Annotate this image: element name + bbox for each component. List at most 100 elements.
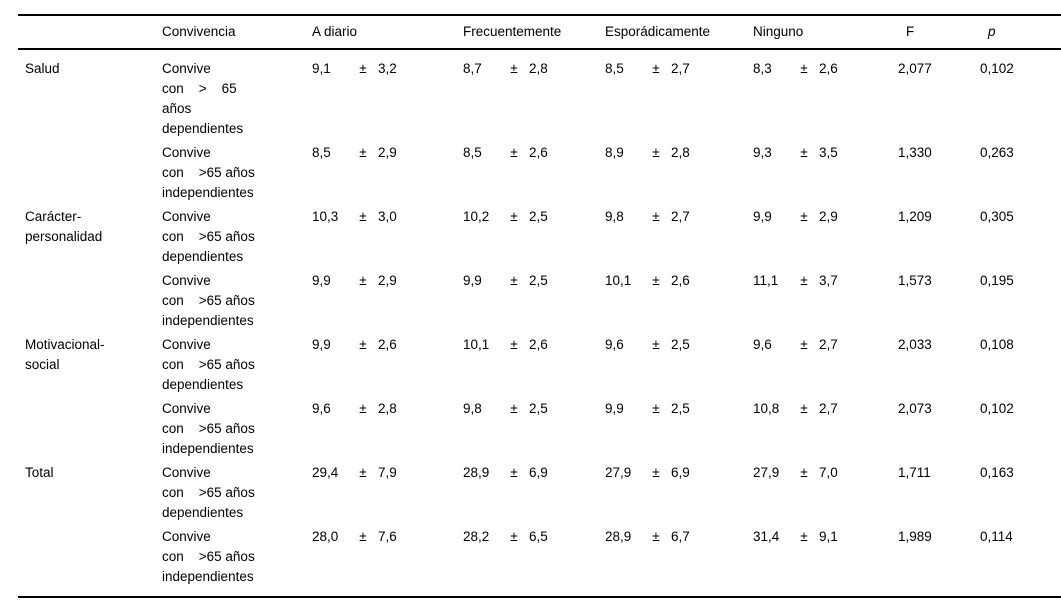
table-row-caracter-independientes: Convive con >65 años independientes 9,9 ±… bbox=[18, 267, 1061, 331]
table-row-salud-independientes: Convive con >65 años independientes 8,5 ±… bbox=[18, 139, 1061, 203]
cell-ninguno: 9,3 ±3,5 bbox=[753, 139, 898, 203]
mean-value: 10,3 bbox=[312, 209, 339, 224]
plus-minus-sign: ± bbox=[510, 61, 518, 76]
convivencia-line: independientes bbox=[162, 185, 254, 200]
sd-value: 6,7 bbox=[671, 529, 690, 544]
sd-value: 2,6 bbox=[378, 337, 397, 352]
convivencia-line: con >65 años bbox=[162, 229, 255, 244]
cell-f-statistic: 2,073 bbox=[898, 401, 932, 416]
row-category: Total bbox=[18, 459, 162, 523]
convivencia-line: Convive bbox=[162, 337, 211, 352]
sd-value: 2,6 bbox=[819, 61, 838, 76]
plus-minus-sign: ± bbox=[359, 273, 367, 288]
sd-value: 7,9 bbox=[378, 465, 397, 480]
cell-ninguno: 9,9 ±2,9 bbox=[753, 203, 898, 267]
cell-frecuentemente: 9,8 ±2,5 bbox=[463, 395, 605, 459]
header-row: Convivencia A diario Frecuentemente Espo… bbox=[18, 15, 1061, 50]
mean-value: 9,9 bbox=[753, 209, 772, 224]
row-category: Motivacional- social bbox=[18, 331, 162, 395]
mean-value: 28,9 bbox=[605, 529, 632, 544]
plus-minus-sign: ± bbox=[652, 337, 660, 352]
convivencia-line: Convive bbox=[162, 529, 211, 544]
row-convivencia: Convive con >65 años independientes bbox=[162, 523, 312, 597]
sd-value: 7,6 bbox=[378, 529, 397, 544]
plus-minus-sign: ± bbox=[800, 401, 808, 416]
header-esporadicamente: Esporádicamente bbox=[605, 15, 753, 50]
sd-value: 3,0 bbox=[378, 209, 397, 224]
mean-value: 28,9 bbox=[463, 465, 490, 480]
cell-f-statistic: 1,573 bbox=[898, 273, 932, 288]
table-row-motivacional-independientes: Convive con >65 años independientes 9,6 ±… bbox=[18, 395, 1061, 459]
plus-minus-sign: ± bbox=[510, 465, 518, 480]
cell-p-value: 0,102 bbox=[980, 401, 1014, 416]
sd-value: 2,5 bbox=[671, 401, 690, 416]
cell-esporadicamente: 28,9 ±6,7 bbox=[605, 523, 753, 597]
cell-esporadicamente: 8,5 ±2,7 bbox=[605, 49, 753, 139]
table-row-motivacional-dependientes: Motivacional- social Convive con >65 año… bbox=[18, 331, 1061, 395]
sd-value: 2,9 bbox=[819, 209, 838, 224]
cell-frecuentemente: 10,1 ±2,6 bbox=[463, 331, 605, 395]
plus-minus-sign: ± bbox=[359, 209, 367, 224]
category-line: social bbox=[25, 357, 60, 372]
sd-value: 2,7 bbox=[671, 61, 690, 76]
header-frecuentemente: Frecuentemente bbox=[463, 15, 605, 50]
plus-minus-sign: ± bbox=[800, 337, 808, 352]
sd-value: 2,8 bbox=[378, 401, 397, 416]
plus-minus-sign: ± bbox=[510, 337, 518, 352]
cell-esporadicamente: 9,6 ±2,5 bbox=[605, 331, 753, 395]
row-convivencia: Convive con >65 años independientes bbox=[162, 395, 312, 459]
header-ninguno: Ninguno bbox=[753, 15, 898, 50]
mean-value: 11,1 bbox=[753, 273, 779, 288]
convivencia-line: con >65 años bbox=[162, 293, 255, 308]
mean-value: 31,4 bbox=[753, 529, 780, 544]
convivencia-line: Convive bbox=[162, 145, 211, 160]
header-category bbox=[18, 15, 162, 50]
cell-esporadicamente: 8,9 ±2,8 bbox=[605, 139, 753, 203]
mean-value: 8,3 bbox=[753, 61, 772, 76]
sd-value: 3,2 bbox=[378, 61, 397, 76]
sd-value: 2,9 bbox=[378, 273, 397, 288]
plus-minus-sign: ± bbox=[510, 401, 518, 416]
sd-value: 2,9 bbox=[378, 145, 397, 160]
cell-a-diario: 9,9 ±2,6 bbox=[312, 331, 463, 395]
sd-value: 6,5 bbox=[529, 529, 548, 544]
sd-value: 2,8 bbox=[671, 145, 690, 160]
cell-esporadicamente: 10,1 ±2,6 bbox=[605, 267, 753, 331]
mean-value: 10,2 bbox=[463, 209, 490, 224]
category-line: Total bbox=[25, 465, 54, 480]
row-convivencia: Convive con >65 años independientes bbox=[162, 267, 312, 331]
plus-minus-sign: ± bbox=[359, 145, 367, 160]
cell-a-diario: 9,6 ±2,8 bbox=[312, 395, 463, 459]
mean-value: 10,1 bbox=[605, 273, 632, 288]
mean-value: 28,2 bbox=[463, 529, 490, 544]
table-body: Salud Convive con > 65 años dependientes… bbox=[18, 49, 1061, 597]
statistics-table: Convivencia A diario Frecuentemente Espo… bbox=[18, 14, 1061, 598]
cell-p-value: 0,263 bbox=[980, 145, 1014, 160]
table-header: Convivencia A diario Frecuentemente Espo… bbox=[18, 15, 1061, 50]
sd-value: 2,7 bbox=[671, 209, 690, 224]
cell-esporadicamente: 9,9 ±2,5 bbox=[605, 395, 753, 459]
convivencia-line: dependientes bbox=[162, 121, 244, 136]
cell-p-value: 0,114 bbox=[980, 529, 1013, 544]
cell-f-statistic: 2,033 bbox=[898, 337, 932, 352]
row-convivencia: Convive con > 65 años dependientes bbox=[162, 49, 312, 139]
category-line: Carácter- bbox=[25, 209, 82, 224]
plus-minus-sign: ± bbox=[510, 273, 518, 288]
sd-value: 2,7 bbox=[819, 337, 838, 352]
row-convivencia: Convive con >65 años dependientes bbox=[162, 203, 312, 267]
mean-value: 8,5 bbox=[463, 145, 482, 160]
convivencia-line: dependientes bbox=[162, 249, 244, 264]
row-category bbox=[18, 139, 162, 203]
mean-value: 8,5 bbox=[312, 145, 331, 160]
mean-value: 8,9 bbox=[605, 145, 624, 160]
cell-f-statistic: 1,330 bbox=[898, 145, 932, 160]
convivencia-line: independientes bbox=[162, 569, 254, 584]
cell-frecuentemente: 9,9 ±2,5 bbox=[463, 267, 605, 331]
convivencia-line: dependientes bbox=[162, 505, 244, 520]
convivencia-line: Convive bbox=[162, 273, 211, 288]
table-row-total-dependientes: Total Convive con >65 años dependientes … bbox=[18, 459, 1061, 523]
convivencia-line: con >65 años bbox=[162, 421, 255, 436]
convivencia-line: con >65 años bbox=[162, 357, 255, 372]
header-convivencia: Convivencia bbox=[162, 15, 312, 50]
plus-minus-sign: ± bbox=[359, 401, 367, 416]
